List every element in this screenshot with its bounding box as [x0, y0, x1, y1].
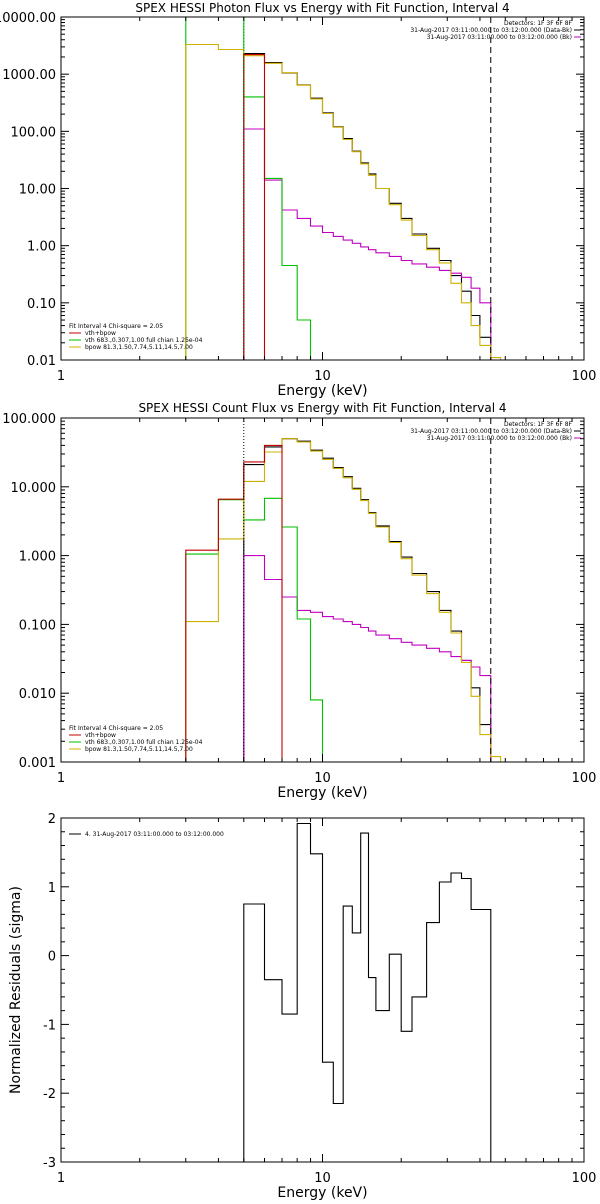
y-tick-label: 1.000: [19, 550, 56, 565]
x-tick-label: 1: [57, 1171, 65, 1186]
legend-left-label: Fit Interval 4 Chi-square = 2.05: [69, 725, 163, 732]
y-tick-label: 10.000: [11, 481, 57, 496]
y-tick-label: 0.100: [19, 618, 56, 633]
legend-right-label: Detectors: 1F 3F 6F 8F: [504, 421, 573, 428]
y-tick-label: 0.010: [19, 687, 56, 702]
legend-right-label: 31-Aug-2017 03:11:00.000 to 03:12:00.000…: [410, 27, 572, 34]
legend-left-label: vth 683.,0.307,1.00 full chian 1.25e-04: [85, 337, 203, 344]
legend-left-label: Fit Interval 4 Chi-square = 2.05: [69, 323, 163, 330]
series-background-line: [243, 555, 492, 762]
legend-right-label: 31-Aug-2017 03:11:00.000 to 03:12:00.000…: [427, 435, 572, 442]
y-tick-label: 1000.00: [2, 68, 56, 83]
y-tick-label: 0: [48, 950, 56, 965]
y-tick-label: 100.00: [11, 125, 57, 140]
x-axis-label: Energy (keV): [277, 383, 367, 399]
x-tick-label: 10: [314, 771, 331, 786]
legend-left-label: 4. 31-Aug-2017 03:11:00.000 to 03:12:00.…: [85, 831, 224, 838]
y-tick-label: 2: [48, 812, 56, 827]
legend-left-label: bpow 81.3,1.50,7.74,5.11,14.5,7.00: [85, 344, 193, 351]
series-vth-line: [185, 497, 324, 762]
y-tick-label: 10000.00: [0, 11, 56, 26]
legend-left-label: vth+bpow: [85, 732, 116, 739]
chart-title: SPEX HESSI Count Flux vs Energy with Fit…: [138, 401, 506, 415]
y-tick-label: 10.00: [19, 183, 56, 198]
series-vth+bpow-line: [243, 54, 266, 360]
y-tick-label: 0.01: [27, 354, 56, 369]
series-bpow-line: [185, 438, 502, 762]
count-flux-panel: SPEX HESSI Count Flux vs Energy with Fit…: [2, 401, 596, 801]
legend-left-label: bpow 81.3,1.50,7.74,5.11,14.5,7.00: [85, 746, 193, 753]
x-tick-label: 1: [57, 771, 65, 786]
y-axis-label: Normalized Residuals (sigma): [8, 886, 24, 1094]
series-vth-line: [185, 17, 324, 360]
y-tick-label: 0.001: [19, 756, 56, 771]
y-tick-label: -3: [43, 1156, 56, 1171]
residuals-panel: 1 10 100 Energy (keV) -3 -2 -1 0 1 2 Normalized Re…: [8, 812, 597, 1201]
y-tick-label: 0.10: [27, 297, 56, 312]
plot-area: [185, 438, 502, 762]
series-bpow-line: [185, 43, 502, 360]
x-tick-label: 100: [572, 1171, 597, 1186]
legend-left-label: vth+bpow: [85, 330, 116, 337]
x-tick-label: 100: [572, 369, 597, 384]
photon-flux-panel: SPEX HESSI Photon Flux vs Energy with Fi…: [0, 1, 596, 399]
series-background-line: [243, 128, 492, 360]
legend-right-label: 31-Aug-2017 03:11:00.000 to 03:12:00.000…: [427, 34, 572, 41]
y-tick-label: 1.00: [27, 240, 56, 255]
x-axis-label: Energy (keV): [277, 1185, 367, 1200]
series-data-bk-line: [243, 438, 492, 762]
series-data-bk-line: [243, 52, 492, 360]
x-tick-label: 10: [314, 369, 331, 384]
plot-frame: [60, 16, 585, 361]
y-tick-label: -2: [43, 1087, 56, 1102]
chart-title: SPEX HESSI Photon Flux vs Energy with Fi…: [135, 1, 509, 15]
x-axis-label: Energy (keV): [277, 785, 367, 801]
plot-area: [243, 822, 492, 1162]
y-tick-label: 100.000: [2, 412, 56, 427]
x-tick-label: 1: [57, 369, 65, 384]
legend-left-label: vth 683.,0.307,1.00 full chian 1.25e-04: [85, 739, 203, 746]
plot-area: [185, 17, 502, 360]
legend-right-label: Detectors: 1F 3F 6F 8F: [504, 20, 573, 27]
legend-right-label: 31-Aug-2017 03:11:00.000 to 03:12:00.000…: [410, 428, 572, 435]
series-vth+bpow-line: [185, 444, 283, 762]
x-tick-label: 100: [572, 771, 597, 786]
y-tick-label: -1: [43, 1018, 56, 1033]
series-residuals-line: [243, 822, 492, 1162]
y-tick-label: 1: [48, 881, 56, 896]
x-tick-label: 10: [314, 1171, 331, 1186]
